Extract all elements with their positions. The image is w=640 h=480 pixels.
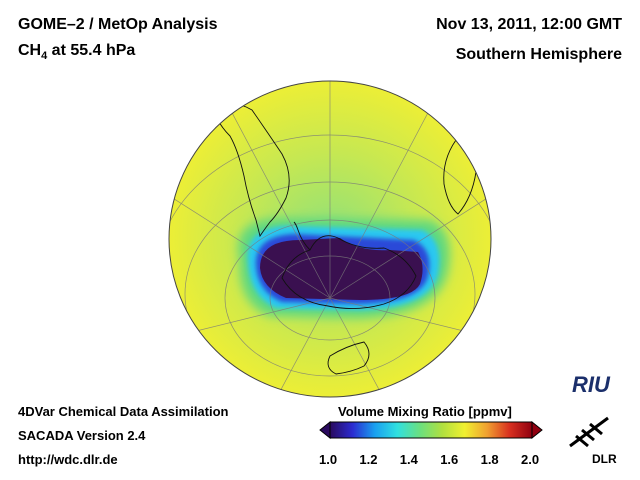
ch4-field-core xyxy=(260,238,423,300)
colorbar-tick-label: 2.0 xyxy=(521,452,540,467)
colorbar-tick-label: 1.8 xyxy=(480,452,499,467)
dlr-logo-text: DLR xyxy=(592,452,617,466)
antarctica-coast xyxy=(281,235,417,309)
south-america-coast xyxy=(211,103,290,238)
coastlines xyxy=(211,103,477,375)
map-date: Nov 13, 2011, 12:00 GMT xyxy=(436,16,622,33)
map-subtitle: CH4 at 55.4 hPa xyxy=(18,42,136,62)
colorbar xyxy=(319,420,543,440)
colorbar-bar xyxy=(329,421,533,439)
riu-logo: RIU xyxy=(572,372,610,397)
map-title: GOME–2 / MetOp Analysis xyxy=(18,16,218,33)
colorbar-tick-label: 1.2 xyxy=(359,452,378,467)
colorbar-tick-label: 1.6 xyxy=(440,452,459,467)
colorbar-tick-label: 1.4 xyxy=(399,452,418,467)
colorbar-title: Volume Mixing Ratio [ppmv] xyxy=(338,404,512,419)
map-region: Southern Hemisphere xyxy=(455,46,622,63)
colorbar-arrow-right xyxy=(531,420,543,440)
australia-coast xyxy=(327,341,370,375)
globe-outline xyxy=(168,80,492,398)
footer-url[interactable]: http://wdc.dlr.de xyxy=(18,452,118,467)
footer-line-2: SACADA Version 2.4 xyxy=(18,428,146,443)
graticule xyxy=(169,81,491,397)
globe-map xyxy=(168,80,492,398)
dlr-logo-icon xyxy=(569,416,609,448)
footer-line-1: 4DVar Chemical Data Assimilation xyxy=(18,404,229,419)
colorbar-arrow-left xyxy=(319,420,331,440)
antarctic-peninsula xyxy=(293,221,311,251)
colorbar-tick-label: 1.0 xyxy=(319,452,338,467)
